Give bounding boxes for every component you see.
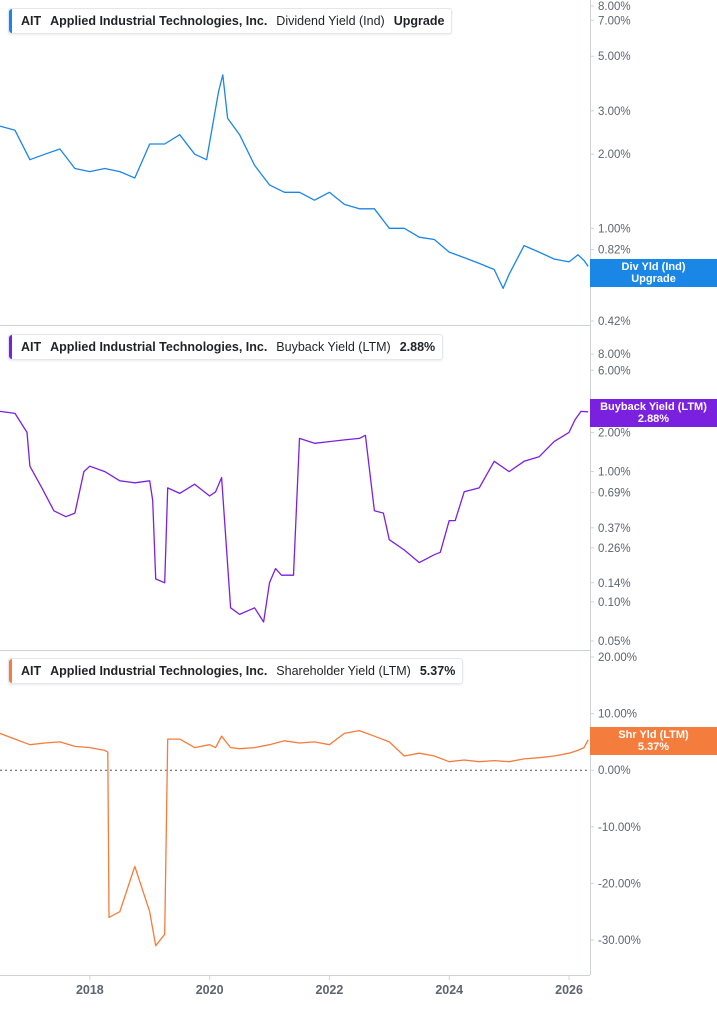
legend-company: Applied Industrial Technologies, Inc. bbox=[50, 664, 268, 678]
x-tick-label: 2022 bbox=[316, 983, 344, 997]
y-tick-label: 2.00% bbox=[598, 427, 631, 439]
end-label-line2: 5.37% bbox=[637, 741, 670, 753]
dividend-yield-line bbox=[0, 74, 589, 290]
x-tick-label: 2026 bbox=[555, 983, 583, 997]
y-tick-label: 3.00% bbox=[598, 106, 631, 118]
y-tick-label: 0.14% bbox=[598, 578, 631, 590]
end-label-dividend-yield: Div Yld (Ind) Upgrade bbox=[590, 259, 717, 287]
y-tick-label: 10.00% bbox=[598, 709, 637, 721]
legend-swatch bbox=[9, 659, 12, 683]
x-tick-label: 2024 bbox=[435, 983, 463, 997]
y-tick-label: 1.00% bbox=[598, 467, 631, 479]
legend-value: 2.88% bbox=[399, 340, 436, 354]
legend-value: 5.37% bbox=[419, 664, 456, 678]
legend-ticker: AIT bbox=[21, 664, 42, 678]
legend-value: Upgrade bbox=[393, 14, 445, 28]
legend-ticker: AIT bbox=[21, 340, 42, 354]
y-tick-label: 20.00% bbox=[598, 652, 637, 664]
shareholder-yield-line bbox=[0, 729, 589, 947]
y-tick-label: 6.00% bbox=[598, 365, 631, 377]
y-tick-label: 0.00% bbox=[598, 765, 631, 777]
legend-metric: Shareholder Yield (LTM) bbox=[276, 664, 411, 678]
end-label-line1: Div Yld (Ind) bbox=[621, 261, 686, 273]
x-tick-label: 2018 bbox=[76, 983, 104, 997]
legend-company: Applied Industrial Technologies, Inc. bbox=[50, 14, 268, 28]
y-tick-label: 0.69% bbox=[598, 488, 631, 500]
legend-metric: Dividend Yield (Ind) bbox=[276, 14, 385, 28]
y-tick-label: 0.26% bbox=[598, 543, 631, 555]
legend-buyback-yield: AIT Applied Industrial Technologies, Inc… bbox=[8, 334, 444, 360]
end-label-line2: 2.88% bbox=[637, 413, 670, 425]
y-tick-label: -10.00% bbox=[598, 822, 641, 834]
legend-metric: Buyback Yield (LTM) bbox=[276, 340, 391, 354]
legend-shareholder-yield: AIT Applied Industrial Technologies, Inc… bbox=[8, 658, 464, 684]
buyback-yield-line bbox=[0, 410, 589, 623]
y-tick-label: 0.10% bbox=[598, 597, 631, 609]
legend-ticker: AIT bbox=[21, 14, 42, 28]
x-tick-label: 2020 bbox=[196, 983, 224, 997]
end-label-buyback-yield: Buyback Yield (LTM) 2.88% bbox=[590, 399, 717, 427]
y-tick-label: 8.00% bbox=[598, 1, 631, 13]
end-label-line1: Shr Yld (LTM) bbox=[618, 729, 689, 741]
y-tick-label: 0.82% bbox=[598, 244, 631, 256]
end-label-line1: Buyback Yield (LTM) bbox=[600, 401, 707, 413]
y-tick-label: 7.00% bbox=[598, 15, 631, 27]
y-tick-label: -30.00% bbox=[598, 935, 641, 947]
y-tick-label: -20.00% bbox=[598, 878, 641, 890]
legend-swatch bbox=[9, 335, 12, 359]
y-tick-label: 0.37% bbox=[598, 523, 631, 535]
legend-dividend-yield: AIT Applied Industrial Technologies, Inc… bbox=[8, 8, 453, 34]
y-tick-label: 1.00% bbox=[598, 223, 631, 235]
y-tick-label: 8.00% bbox=[598, 349, 631, 361]
y-tick-label: 0.42% bbox=[598, 316, 631, 328]
y-tick-label: 2.00% bbox=[598, 149, 631, 161]
end-label-shareholder-yield: Shr Yld (LTM) 5.37% bbox=[590, 727, 717, 755]
y-tick-label: 5.00% bbox=[598, 51, 631, 63]
y-tick-label: 0.05% bbox=[598, 636, 631, 648]
legend-company: Applied Industrial Technologies, Inc. bbox=[50, 340, 268, 354]
legend-swatch bbox=[9, 9, 12, 33]
end-label-line2: Upgrade bbox=[631, 273, 676, 285]
